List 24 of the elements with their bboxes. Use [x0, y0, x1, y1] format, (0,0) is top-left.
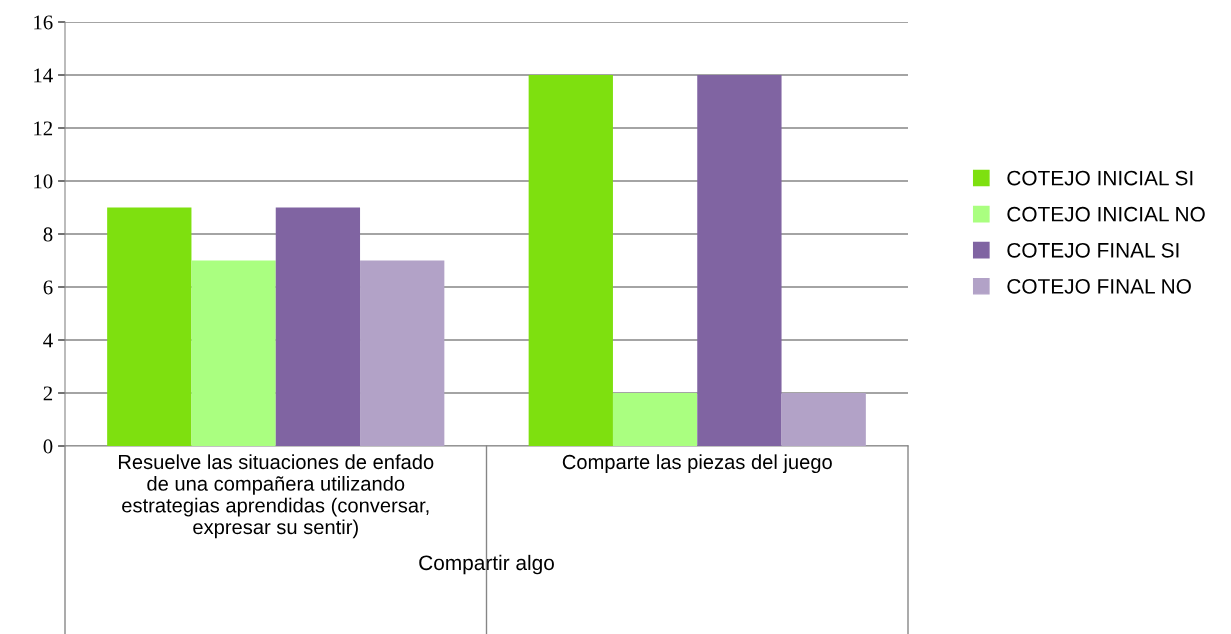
bar: [107, 207, 192, 446]
y-tick-label: 10: [34, 174, 53, 189]
y-tick-label: 4: [43, 333, 53, 348]
legend-label: COTEJO FINAL NO: [1007, 278, 1191, 294]
y-tick-label: 14: [34, 68, 53, 83]
y-tick-label: 2: [43, 386, 53, 401]
bar: [360, 260, 445, 446]
x-tick-label: Comparte las piezas del juego: [562, 454, 832, 474]
legend-label: COTEJO FINAL SI: [1007, 242, 1179, 258]
bar: [697, 75, 782, 446]
bar: [528, 75, 613, 446]
legend-label: COTEJO INICIAL NO: [1007, 206, 1205, 222]
bar: [275, 207, 361, 446]
y-tick-label: 6: [43, 280, 53, 295]
y-tick-label: 12: [34, 121, 53, 136]
x-axis-title: Compartir algo: [419, 554, 554, 575]
y-tick-label: 16: [34, 15, 53, 30]
bar: [191, 260, 276, 446]
x-tick-label: Resuelve las situaciones de enfado de una compañera utilizando estrategias aprendidas (conversar, expresar su sentir): [119, 454, 434, 539]
legend-label: COTEJO INICIAL SI: [1007, 170, 1193, 186]
bar: [612, 393, 698, 446]
bar: [781, 393, 866, 446]
y-tick-label: 8: [43, 227, 53, 242]
y-tick-label: 0: [43, 439, 53, 454]
